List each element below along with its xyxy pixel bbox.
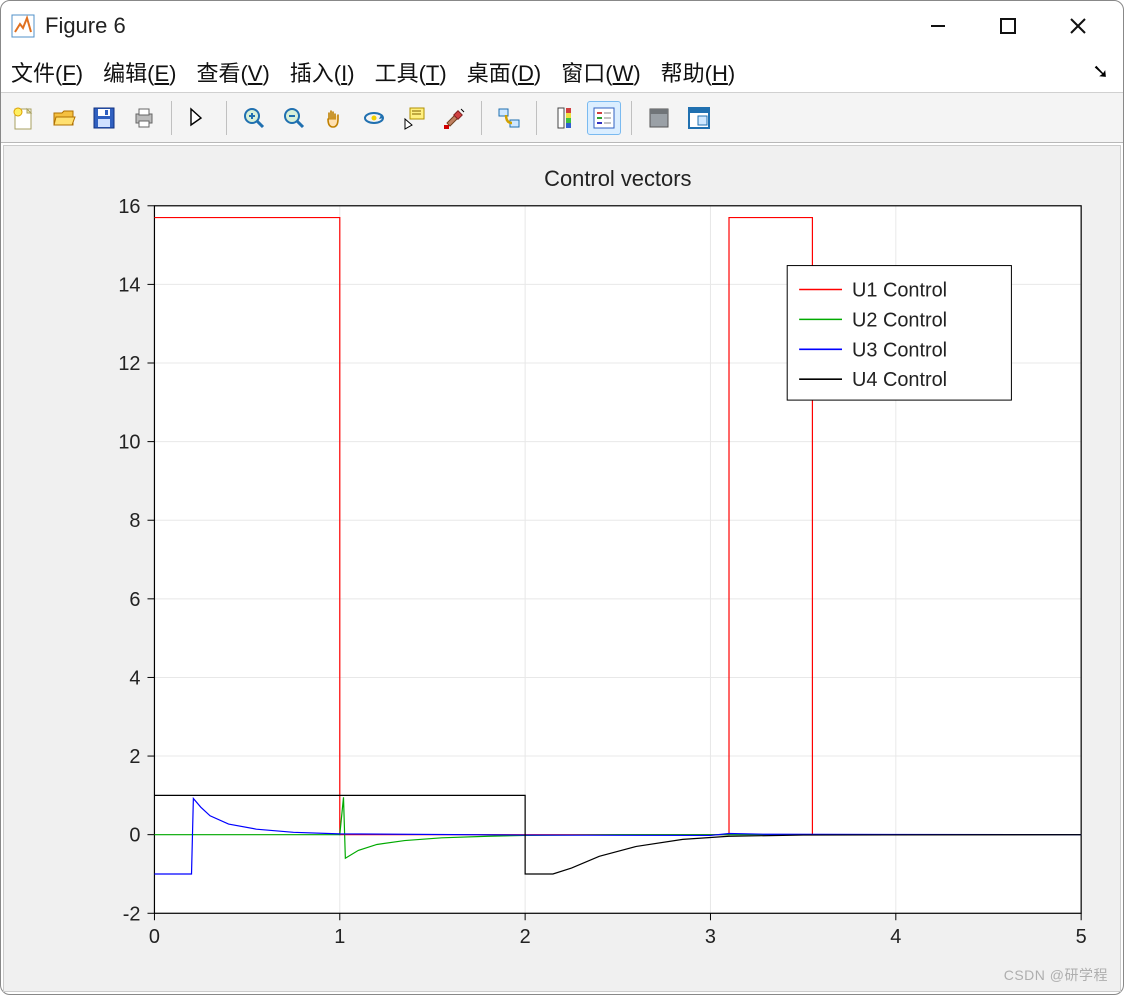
svg-text:4: 4 [129, 667, 140, 689]
svg-text:4: 4 [890, 926, 901, 948]
open-icon[interactable] [47, 101, 81, 135]
toolbar-separator [536, 101, 537, 135]
zoom-in-icon[interactable] [237, 101, 271, 135]
svg-text:14: 14 [118, 274, 140, 296]
svg-text:U3 Control: U3 Control [852, 339, 947, 361]
maximize-button[interactable] [973, 6, 1043, 46]
toolbar-separator [171, 101, 172, 135]
svg-text:U2 Control: U2 Control [852, 309, 947, 331]
svg-text:8: 8 [129, 510, 140, 532]
menu-f[interactable]: 文件(F) [11, 56, 83, 88]
svg-text:0: 0 [129, 825, 140, 847]
figure-window: Figure 6 文件(F) 编辑(E) 查看(V) 插入(I) 工具(T) 桌面(D) 窗… [0, 0, 1124, 995]
watermark: CSDN @研学程 [1004, 965, 1108, 985]
svg-text:1: 1 [334, 926, 345, 948]
window-title: Figure 6 [45, 13, 903, 39]
data-cursor-icon[interactable] [397, 101, 431, 135]
zoom-out-icon[interactable] [277, 101, 311, 135]
rotate-3d-icon[interactable] [357, 101, 391, 135]
matlab-icon [11, 14, 35, 38]
minimize-button[interactable] [903, 6, 973, 46]
menu-v[interactable]: 查看(V) [196, 56, 269, 88]
svg-text:-2: -2 [123, 903, 141, 925]
new-figure-icon[interactable] [7, 101, 41, 135]
svg-text:3: 3 [705, 926, 716, 948]
brush-icon[interactable] [437, 101, 471, 135]
pan-icon[interactable] [317, 101, 351, 135]
undock-icon[interactable]: ➘ [1092, 59, 1109, 84]
svg-text:10: 10 [118, 432, 140, 454]
menu-t[interactable]: 工具(T) [375, 56, 447, 88]
plot-canvas: 012345-20246810121416Control vectorsU1 C… [4, 146, 1120, 991]
menu-e[interactable]: 编辑(E) [103, 56, 176, 88]
edit-plot-icon[interactable] [182, 101, 216, 135]
legend-icon[interactable] [587, 101, 621, 135]
svg-text:16: 16 [118, 196, 140, 218]
link-icon[interactable] [492, 101, 526, 135]
svg-text:6: 6 [129, 589, 140, 611]
titlebar: Figure 6 [1, 1, 1123, 51]
svg-text:12: 12 [118, 353, 140, 375]
toolbar-separator [631, 101, 632, 135]
menu-d[interactable]: 桌面(D) [467, 56, 542, 88]
menu-h[interactable]: 帮助(H) [661, 56, 736, 88]
toolbar-separator [226, 101, 227, 135]
plot-area: 012345-20246810121416Control vectorsU1 C… [3, 145, 1121, 992]
dock-icon[interactable] [682, 101, 716, 135]
menu-i[interactable]: 插入(I) [290, 56, 355, 88]
svg-text:5: 5 [1076, 926, 1087, 948]
svg-text:2: 2 [520, 926, 531, 948]
close-button[interactable] [1043, 6, 1113, 46]
svg-text:U4 Control: U4 Control [852, 369, 947, 391]
menubar: 文件(F) 编辑(E) 查看(V) 插入(I) 工具(T) 桌面(D) 窗口(W) 帮助(H)… [1, 51, 1123, 93]
toolbar-separator [481, 101, 482, 135]
svg-text:2: 2 [129, 746, 140, 768]
svg-text:U1 Control: U1 Control [852, 279, 947, 301]
hide-tools-icon[interactable] [642, 101, 676, 135]
svg-text:0: 0 [149, 926, 160, 948]
svg-text:Control vectors: Control vectors [544, 166, 691, 191]
save-icon[interactable] [87, 101, 121, 135]
print-icon[interactable] [127, 101, 161, 135]
toolbar [1, 93, 1123, 143]
menu-w[interactable]: 窗口(W) [561, 56, 640, 88]
colorbar-icon[interactable] [547, 101, 581, 135]
